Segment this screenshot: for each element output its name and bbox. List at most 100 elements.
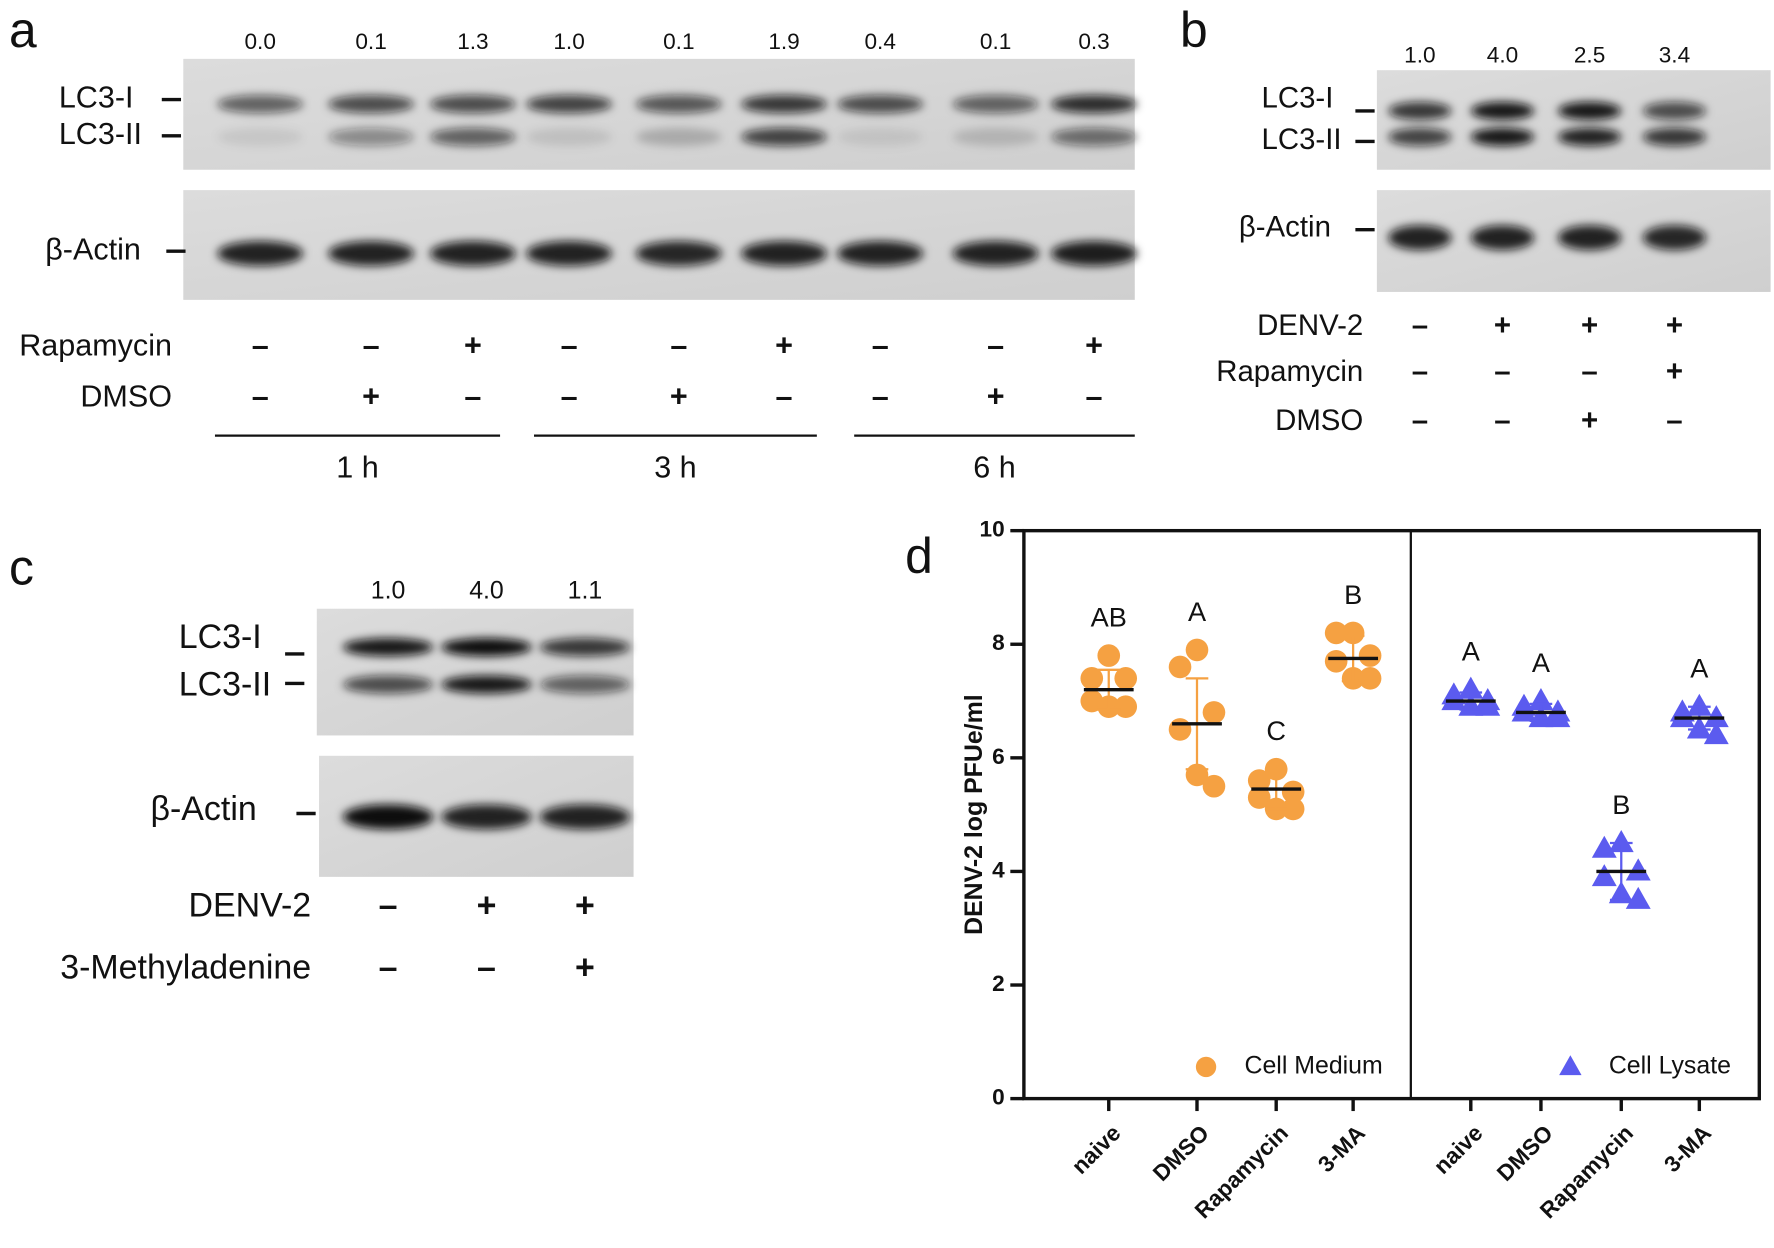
quantification: 4.0 bbox=[469, 576, 504, 604]
quantification: 0.0 bbox=[244, 29, 275, 54]
data-point bbox=[1625, 858, 1651, 881]
legend-label: Cell Lysate bbox=[1609, 1052, 1731, 1080]
blot-band bbox=[741, 95, 828, 114]
band-label: LC3-II bbox=[1261, 123, 1341, 156]
data-point bbox=[1281, 780, 1305, 804]
x-tick-label: 3-MA bbox=[1659, 1120, 1716, 1177]
treatment-sign: – bbox=[1666, 404, 1682, 437]
blot-band bbox=[1642, 127, 1707, 146]
quantification: 0.1 bbox=[663, 29, 694, 54]
data-point bbox=[1591, 835, 1617, 858]
panel-letter: d bbox=[905, 528, 933, 584]
blot-band bbox=[539, 804, 631, 830]
blot-band bbox=[526, 95, 613, 114]
treatment-sign: + bbox=[1581, 404, 1598, 437]
significance-letter: A bbox=[1462, 636, 1481, 667]
blot-band bbox=[539, 638, 631, 657]
treatment-label: DMSO bbox=[1275, 404, 1363, 437]
quantification: 0.3 bbox=[1078, 29, 1109, 54]
treatment-label: DENV-2 bbox=[189, 886, 312, 924]
western-blot bbox=[183, 58, 1138, 300]
data-point bbox=[1202, 701, 1226, 724]
group-label: 3 h bbox=[654, 451, 696, 485]
y-tick-label: 0 bbox=[992, 1085, 1005, 1110]
blot-band bbox=[429, 95, 516, 114]
blot-membrane bbox=[183, 58, 1135, 170]
treatment-sign: + bbox=[670, 379, 688, 413]
blot-band bbox=[1557, 225, 1622, 251]
treatment-sign: – bbox=[464, 379, 481, 413]
treatment-sign: – bbox=[561, 379, 578, 413]
treatment-sign: – bbox=[1581, 355, 1597, 388]
data-point bbox=[1324, 621, 1348, 645]
blot-band bbox=[1642, 101, 1707, 120]
data-point bbox=[1358, 667, 1382, 690]
band-label: LC3-II bbox=[59, 117, 142, 151]
x-tick-label: DMSO bbox=[1148, 1120, 1214, 1186]
quantification: 0.1 bbox=[355, 29, 386, 54]
treatment-sign: – bbox=[670, 328, 687, 362]
blot-band bbox=[1470, 225, 1535, 251]
legend-marker bbox=[1195, 1056, 1217, 1078]
blot-band bbox=[1557, 101, 1622, 120]
x-tick-label: 3-MA bbox=[1313, 1120, 1370, 1177]
blot-band bbox=[1388, 127, 1452, 146]
band-label: β-Actin bbox=[45, 232, 141, 266]
quantification: 1.0 bbox=[1404, 43, 1435, 68]
treatment-sign: + bbox=[987, 379, 1005, 413]
significance-letter: A bbox=[1690, 653, 1709, 684]
blot-band bbox=[635, 95, 722, 114]
treatment-sign: + bbox=[775, 328, 793, 362]
group-label: 6 h bbox=[973, 451, 1015, 485]
treatment-sign: + bbox=[1666, 309, 1683, 342]
western-blot bbox=[316, 608, 634, 877]
data-point bbox=[1247, 786, 1271, 809]
treatment-sign: – bbox=[379, 886, 398, 924]
data-point bbox=[1097, 644, 1121, 667]
blot-band bbox=[1051, 127, 1138, 146]
quantification: 1.1 bbox=[568, 576, 603, 604]
treatment-sign: – bbox=[363, 328, 380, 362]
treatment-sign: – bbox=[872, 379, 889, 413]
quantification: 4.0 bbox=[1487, 43, 1518, 68]
panel-letter: b bbox=[1180, 2, 1208, 58]
data-point bbox=[1341, 621, 1365, 645]
data-point bbox=[1114, 695, 1138, 719]
band-label: LC3-II bbox=[179, 666, 271, 704]
y-tick-label: 2 bbox=[992, 971, 1005, 996]
blot-band bbox=[837, 241, 924, 266]
blot-band bbox=[429, 127, 516, 146]
treatment-sign: – bbox=[776, 379, 793, 413]
blot-band bbox=[1388, 225, 1452, 251]
treatment-sign: – bbox=[1494, 355, 1510, 388]
blot-band bbox=[441, 804, 532, 830]
blot-band bbox=[1470, 127, 1535, 146]
panel-letter: a bbox=[9, 2, 37, 58]
significance-letter: A bbox=[1188, 596, 1207, 627]
blot-membrane bbox=[1376, 70, 1771, 170]
band-label: LC3-I bbox=[59, 81, 134, 115]
treatment-sign: + bbox=[1085, 328, 1103, 362]
treatment-sign: + bbox=[575, 949, 595, 987]
data-point bbox=[1168, 655, 1192, 679]
legend-label: Cell Medium bbox=[1245, 1052, 1383, 1080]
treatment-sign: – bbox=[1494, 404, 1510, 437]
significance-letter: A bbox=[1532, 647, 1551, 678]
significance-letter: B bbox=[1344, 579, 1362, 610]
treatment-sign: – bbox=[252, 379, 269, 413]
y-tick-label: 8 bbox=[992, 630, 1005, 655]
blot-band bbox=[539, 675, 631, 694]
treatment-sign: – bbox=[379, 949, 398, 987]
blot-band bbox=[1388, 101, 1452, 120]
treatment-sign: – bbox=[1412, 309, 1428, 342]
treatment-label: Rapamycin bbox=[1216, 355, 1363, 388]
quantification: 1.9 bbox=[768, 29, 799, 54]
blot-band bbox=[217, 127, 304, 146]
data-point bbox=[1324, 649, 1348, 673]
treatment-sign: – bbox=[872, 328, 889, 362]
blot-band bbox=[217, 241, 304, 266]
data-point bbox=[1185, 638, 1209, 662]
treatment-sign: + bbox=[1581, 309, 1598, 342]
band-label: LC3-I bbox=[1261, 81, 1333, 114]
